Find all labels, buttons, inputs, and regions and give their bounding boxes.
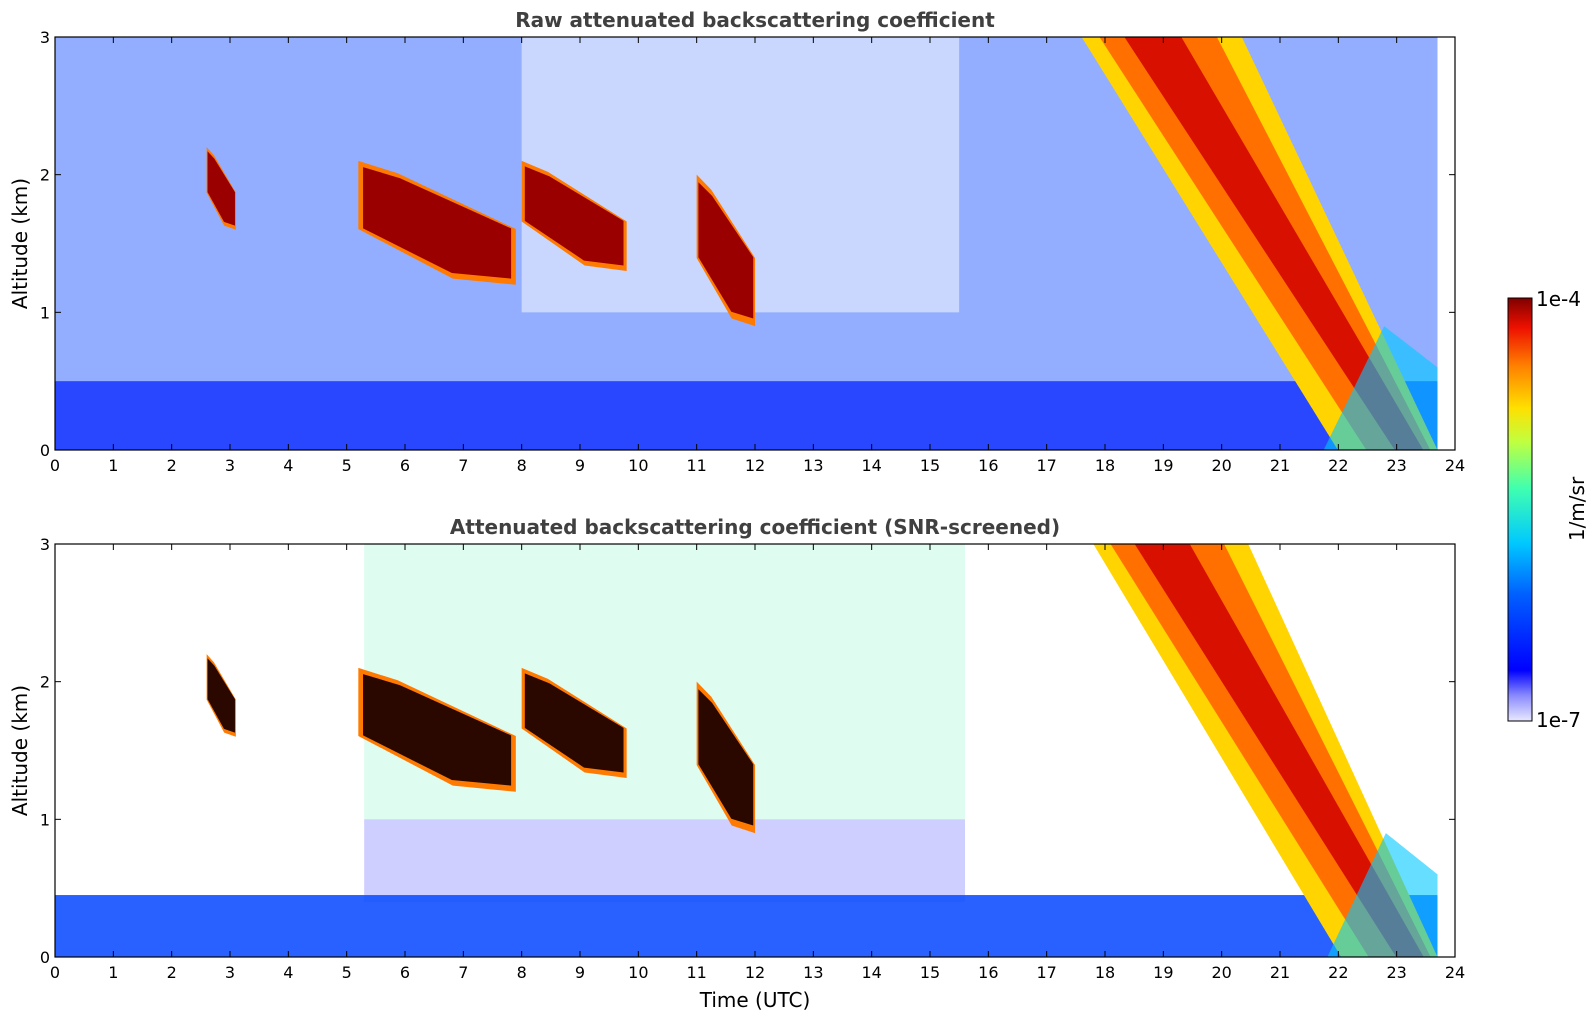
precip-band-edge	[1327, 833, 1438, 957]
x-tick-label: 18	[1095, 963, 1115, 982]
panel-screened-heatmap	[55, 544, 1455, 957]
x-tick-label: 24	[1445, 963, 1465, 982]
cloud-layer	[363, 167, 512, 279]
x-tick-label: 4	[283, 963, 293, 982]
precip-band-core	[1134, 544, 1424, 957]
x-tick-label: 19	[1153, 963, 1173, 982]
colorbar-unit-label: 1/m/sr	[1565, 476, 1589, 541]
x-tick-label: 20	[1211, 963, 1231, 982]
x-tick-label: 5	[342, 456, 352, 475]
x-tick-label: 23	[1386, 456, 1406, 475]
precip-band-core	[1124, 37, 1424, 450]
boundary-layer	[55, 895, 1455, 957]
cloud-layer	[698, 182, 754, 319]
x-tick-label: 22	[1328, 456, 1348, 475]
y-tick-label: 1	[40, 810, 50, 829]
cloud-layer	[363, 674, 512, 786]
x-tick-label: 17	[1036, 456, 1056, 475]
colorbar: 1e-4 1e-7 1/m/sr	[1507, 287, 1589, 732]
cloud-layer	[207, 658, 235, 733]
x-tick-label: 24	[1445, 456, 1465, 475]
x-tick-label: 9	[575, 456, 585, 475]
x-tick-label: 10	[628, 963, 648, 982]
x-tick-label: 6	[400, 963, 410, 982]
y-tick-label: 2	[40, 166, 50, 185]
x-tick-label: 18	[1095, 456, 1115, 475]
x-tick-label: 12	[745, 963, 765, 982]
x-tick-label: 0	[50, 963, 60, 982]
x-tick-label: 12	[745, 456, 765, 475]
panel-raw-y-axis-label: Altitude (km)	[8, 178, 32, 309]
cloud-layer	[524, 673, 624, 773]
panel-screened-x-axis-label: Time (UTC)	[699, 988, 811, 1012]
precip-band-edge	[1323, 326, 1438, 450]
colorbar-min-label: 1e-7	[1536, 708, 1581, 732]
x-tick-label: 17	[1036, 963, 1056, 982]
screened-aerosol	[364, 819, 966, 902]
x-tick-label: 15	[920, 456, 940, 475]
x-tick-label: 10	[628, 456, 648, 475]
panel-screened-y-axis: 0 1 2 3	[40, 535, 1455, 967]
x-tick-label: 15	[920, 963, 940, 982]
x-tick-label: 23	[1386, 963, 1406, 982]
x-tick-label: 11	[686, 456, 706, 475]
x-tick-label: 19	[1153, 456, 1173, 475]
x-tick-label: 2	[167, 963, 177, 982]
x-tick-label: 8	[517, 963, 527, 982]
colorbar-gradient	[1507, 297, 1533, 722]
x-tick-label: 3	[225, 456, 235, 475]
x-tick-label: 3	[225, 963, 235, 982]
x-tick-label: 14	[861, 456, 881, 475]
cloud-layer	[524, 166, 624, 266]
x-tick-label: 2	[167, 456, 177, 475]
x-tick-label: 7	[458, 963, 468, 982]
y-tick-label: 3	[40, 535, 50, 554]
x-tick-label: 21	[1270, 456, 1290, 475]
boundary-layer	[55, 381, 1455, 450]
x-tick-label: 8	[517, 456, 527, 475]
x-tick-label: 1	[108, 963, 118, 982]
colorbar-max-label: 1e-4	[1536, 287, 1581, 311]
x-tick-label: 22	[1328, 963, 1348, 982]
y-tick-label: 0	[40, 948, 50, 967]
x-tick-label: 0	[50, 456, 60, 475]
panel-raw: Raw attenuated backscattering coefficien…	[8, 8, 1465, 475]
x-tick-label: 13	[803, 456, 823, 475]
x-tick-label: 4	[283, 456, 293, 475]
panel-screened: Attenuated backscattering coefficient (S…	[8, 515, 1465, 1012]
panel-screened-y-axis-label: Altitude (km)	[8, 685, 32, 816]
x-tick-label: 21	[1270, 963, 1290, 982]
x-tick-label: 9	[575, 963, 585, 982]
x-tick-label: 14	[861, 963, 881, 982]
y-tick-label: 3	[40, 28, 50, 47]
x-tick-label: 16	[978, 963, 998, 982]
panel-raw-title: Raw attenuated backscattering coefficien…	[515, 8, 995, 32]
x-tick-label: 20	[1211, 456, 1231, 475]
no-data-region	[1437, 37, 1455, 450]
no-data-region	[1437, 544, 1455, 957]
x-tick-label: 7	[458, 456, 468, 475]
x-tick-label: 6	[400, 456, 410, 475]
x-tick-label: 13	[803, 963, 823, 982]
x-tick-label: 1	[108, 456, 118, 475]
x-tick-label: 5	[342, 963, 352, 982]
panel-screened-x-axis: 0 1 2 3 4 5 6 7 8 9 10 11 12 13 14 15 16 17 18 19 20 21 22 23 24	[50, 544, 1465, 982]
panel-raw-y-axis: 0 1 2 3	[40, 28, 1455, 460]
cloud-layer	[207, 151, 235, 226]
panel-raw-x-axis: 0 1 2 3 4 5 6 7 8 9 10 11 12 13 14 15 16 17 18 19 20 21 22 23 24	[50, 37, 1465, 475]
y-tick-label: 0	[40, 441, 50, 460]
y-tick-label: 2	[40, 673, 50, 692]
y-tick-label: 1	[40, 303, 50, 322]
panel-raw-heatmap	[55, 37, 1455, 450]
x-tick-label: 11	[686, 963, 706, 982]
x-tick-label: 16	[978, 456, 998, 475]
panel-screened-title: Attenuated backscattering coefficient (S…	[450, 515, 1060, 539]
cloud-layer	[698, 689, 754, 826]
